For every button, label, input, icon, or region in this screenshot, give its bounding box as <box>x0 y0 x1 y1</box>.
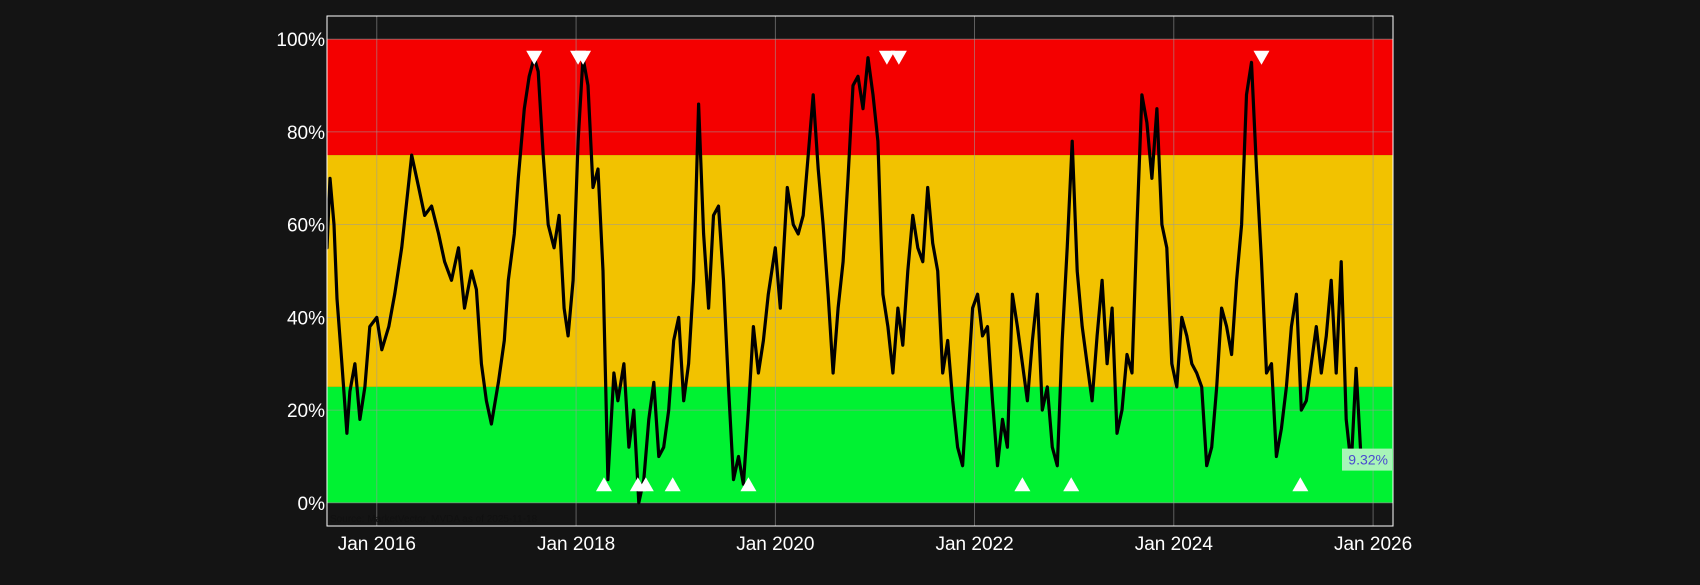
y-tick-label: 40% <box>287 308 325 329</box>
buy-signal-marker <box>595 477 612 492</box>
buy-signal-marker <box>740 477 757 492</box>
series-line <box>325 56 1363 505</box>
x-tick-label: Jan 2020 <box>736 534 814 555</box>
sell-signal-marker <box>890 50 907 65</box>
x-tick-label: Jan 2024 <box>1135 534 1214 555</box>
sell-signal-marker <box>526 50 543 65</box>
y-tick-label: 80% <box>287 123 325 144</box>
x-tick-label: Jan 2026 <box>1334 534 1412 555</box>
x-tick-label: Jan 2022 <box>935 534 1013 555</box>
y-tick-label: 100% <box>276 30 325 51</box>
y-tick-label: 20% <box>287 401 325 422</box>
labels-layer: 0% 20% 40% 60% 80% 100% Jan 2016 Jan 2018 Jan 20… <box>276 30 1412 555</box>
sell-signal-marker <box>878 50 895 65</box>
source-note: Source: MarketVector, MVDA as of 2025-11… <box>330 514 538 525</box>
last-value-badge <box>1342 448 1392 471</box>
line-layer <box>325 56 1363 505</box>
x-tick-label: Jan 2018 <box>537 534 615 555</box>
buy-signal-marker <box>637 477 654 492</box>
plot-frame <box>326 15 1394 527</box>
buy-signal-marker <box>1063 477 1080 492</box>
sell-signal-marker <box>575 50 592 65</box>
y-tick-label: 0% <box>298 494 326 515</box>
buy-signal-marker <box>1292 477 1309 492</box>
buy-signal-marker <box>664 477 681 492</box>
buy-signal-marker <box>1014 477 1031 492</box>
y-tick-label: 60% <box>287 216 325 237</box>
last-value-label: 9.32% <box>1348 452 1388 468</box>
markers-layer <box>526 50 1309 492</box>
sell-signal-marker <box>1253 50 1270 65</box>
x-tick-label: Jan 2016 <box>338 534 416 555</box>
